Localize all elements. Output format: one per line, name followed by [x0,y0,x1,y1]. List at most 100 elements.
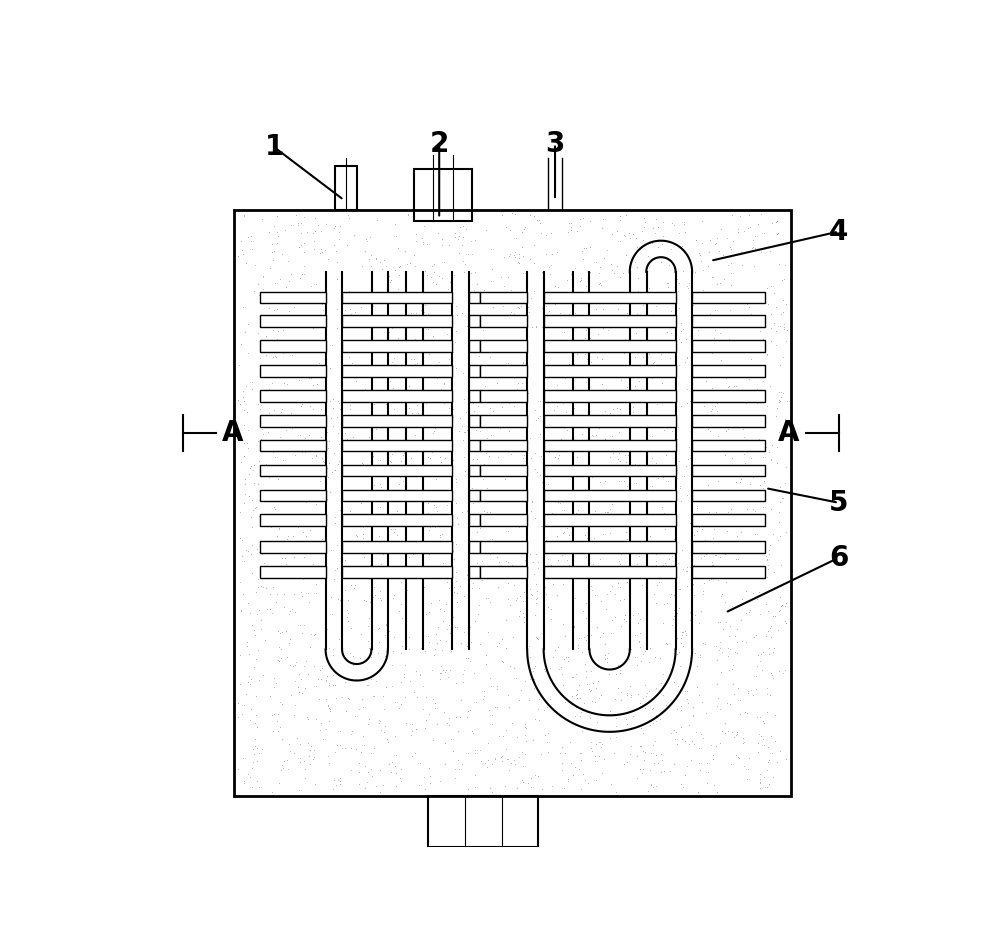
Point [251,454,267,469]
Point [425,691,441,706]
Point [396,666,412,682]
Point [638,445,654,460]
Point [275,484,291,499]
Point [578,664,594,679]
Point [262,688,278,704]
Point [506,399,522,414]
Point [307,776,323,791]
Point [318,431,334,446]
Point [280,762,296,777]
Point [468,694,484,709]
Point [659,636,675,651]
Point [453,636,469,651]
Point [759,763,775,778]
Point [598,601,614,616]
Bar [260,340,326,351]
Point [362,228,378,244]
Point [581,362,597,377]
Point [573,704,589,720]
Point [766,565,782,580]
Point [385,439,401,454]
Point [404,406,420,421]
Point [432,602,448,617]
Point [332,738,348,753]
Point [668,296,684,311]
Point [253,612,269,627]
Point [671,275,687,290]
Point [686,587,702,603]
Point [733,612,749,627]
Point [767,733,783,748]
Point [307,518,323,533]
Point [668,273,684,288]
Point [328,244,344,259]
Point [602,526,618,541]
Point [360,288,376,303]
Point [570,640,586,655]
Point [355,728,371,744]
Point [365,688,381,704]
Point [258,358,274,373]
Point [569,347,585,362]
Point [552,563,568,578]
Point [641,654,657,669]
Point [666,531,682,546]
Point [704,269,720,285]
Point [560,394,576,409]
Point [741,371,757,387]
Point [725,657,741,672]
Point [760,754,776,769]
Point [425,426,441,441]
Bar [260,565,326,578]
Point [671,300,687,315]
Point [471,545,487,560]
Point [495,314,511,329]
Point [666,756,682,771]
Point [682,605,698,620]
Point [294,396,310,411]
Point [250,277,266,292]
Point [700,477,716,492]
Point [563,215,579,230]
Point [680,696,696,711]
Point [579,321,595,336]
Point [388,778,404,793]
Point [495,728,511,744]
Point [515,605,531,621]
Point [597,492,613,507]
Point [653,507,669,523]
Point [537,570,553,585]
Point [663,663,679,678]
Point [296,658,312,673]
Point [326,772,342,787]
Point [406,684,422,699]
Point [722,303,738,318]
Point [449,595,465,610]
Point [710,572,726,587]
Point [605,402,621,417]
Point [461,417,477,432]
Point [403,541,419,556]
Point [745,585,761,601]
Point [498,723,514,738]
Point [559,423,575,438]
Point [482,349,498,365]
Point [650,290,666,306]
Point [417,263,433,278]
Point [281,561,297,576]
Point [410,406,426,421]
Point [738,584,754,599]
Point [689,680,705,695]
Point [309,376,325,391]
Point [492,410,508,426]
Point [323,411,339,426]
Point [549,540,565,555]
Point [546,310,562,326]
Point [759,347,775,363]
Point [377,648,393,664]
Point [532,408,548,424]
Point [575,766,591,782]
Point [340,509,356,525]
Point [405,409,421,425]
Point [554,666,570,682]
